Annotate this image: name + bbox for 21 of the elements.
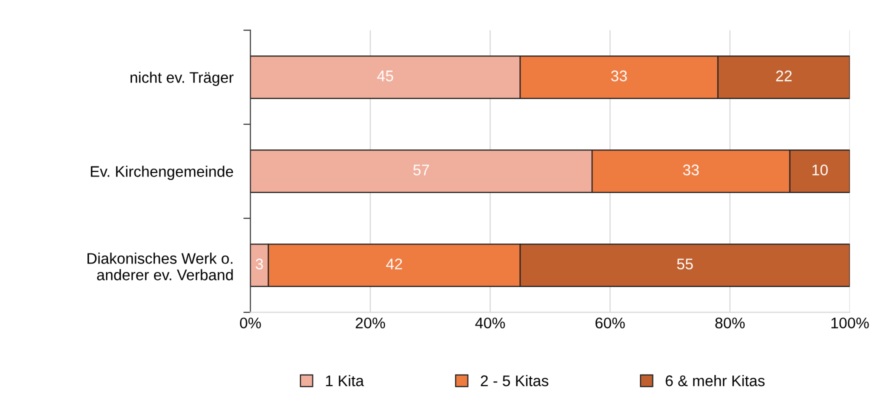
data-label: 10 (812, 164, 828, 176)
y-tick-label: Diakonisches Werk o. anderer ev. Verband (88, 252, 233, 280)
x-tick-label: 0% (240, 318, 261, 328)
data-label: 22 (776, 70, 792, 82)
data-label: 55 (677, 258, 693, 270)
x-tick-label: 100% (831, 318, 869, 328)
y-tick-label: Ev. Kirchengemeinde (90, 166, 234, 180)
y-tick-label: nicht ev. Träger (130, 72, 234, 86)
data-label: 33 (611, 70, 627, 82)
x-tick-label: 40% (475, 318, 505, 328)
data-label: 45 (377, 70, 394, 82)
x-tick-label: 80% (715, 318, 745, 328)
legend-label: 1 Kita (326, 375, 364, 386)
x-tick-label: 20% (356, 318, 386, 328)
data-label: 42 (386, 258, 402, 270)
data-label: 3 (256, 258, 263, 270)
x-tick-label: 60% (596, 318, 625, 328)
data-label: 33 (683, 164, 699, 176)
legend-label: 2 - 5 Kitas (480, 375, 548, 386)
data-label: 57 (413, 164, 429, 176)
legend-label: 6 & mehr Kitas (666, 375, 765, 386)
